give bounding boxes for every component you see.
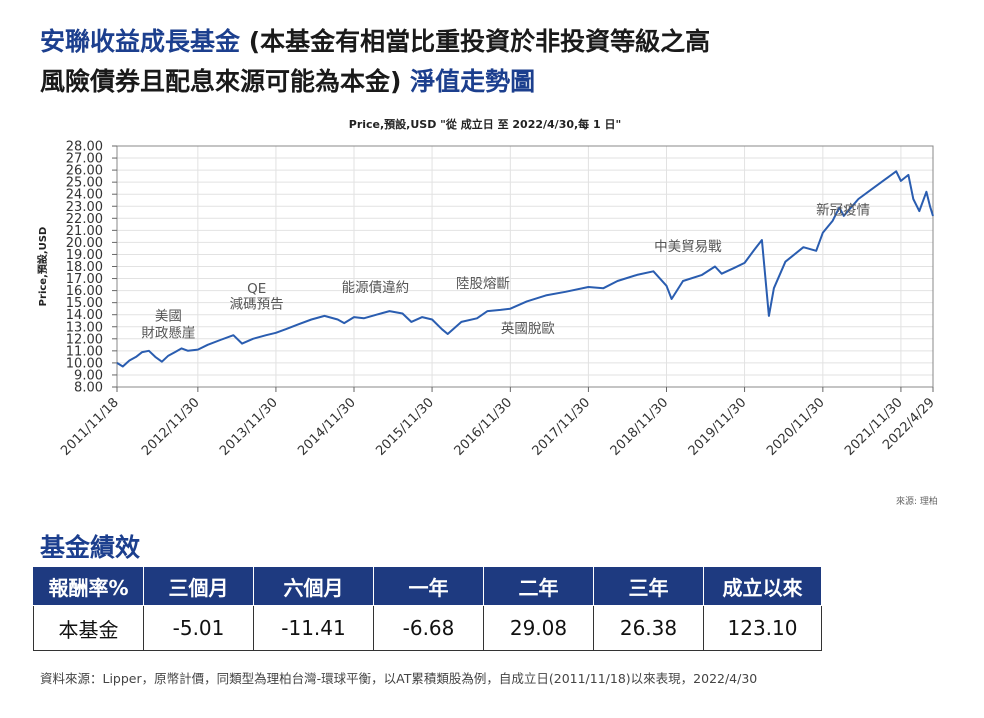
header-cell: 三年 — [593, 566, 704, 606]
table-header-row: 報酬率% 三個月 六個月 一年 二年 三年 成立以來 — [33, 566, 822, 606]
event-annotation: 能源債違約 — [342, 280, 410, 296]
x-axis-ticks: 2011/11/18 2012/11/30 2013/11/30 2014/11/30… — [58, 387, 938, 459]
y-tick-label: 23.00 — [66, 200, 103, 215]
performance-table: 報酬率% 三個月 六個月 一年 二年 三年 成立以來 本基金 -5.01 -11… — [33, 566, 822, 651]
y-tick-label: 14.00 — [66, 308, 103, 323]
event-annotation: 美國 — [155, 309, 182, 325]
header-cell: 成立以來 — [703, 566, 822, 606]
event-annotation: 陸股熔斷 — [456, 276, 510, 292]
x-tick-label: 2014/11/30 — [295, 395, 359, 459]
table-cell: -11.41 — [253, 605, 374, 651]
event-annotation: 中美貿易戰 — [654, 239, 722, 255]
table-cell: -6.68 — [373, 605, 484, 651]
y-tick-label: 25.00 — [66, 176, 103, 191]
y-axis-label: Price,預設,USD — [36, 227, 49, 307]
y-tick-label: 10.00 — [66, 356, 103, 371]
header-cell: 二年 — [483, 566, 594, 606]
y-tick-label: 8.00 — [74, 381, 103, 396]
chart-title-line-2: 風險債券且配息來源可能為本金) 淨值走勢圖 — [40, 62, 535, 98]
grid — [116, 145, 934, 388]
y-tick-label: 21.00 — [66, 224, 103, 239]
plot-title: Price,預設,USD "從 成立日 至 2022/4/30,每 1 日" — [349, 117, 621, 131]
title-suffix: 淨值走勢圖 — [410, 67, 536, 96]
event-annotation: 英國脫歐 — [501, 320, 555, 337]
header-cell: 報酬率% — [33, 566, 144, 606]
header-cell: 三個月 — [143, 566, 254, 606]
series-layer — [116, 170, 934, 368]
table-row: 本基金 -5.01 -11.41 -6.68 29.08 26.38 123.1… — [33, 605, 822, 651]
footnote: 資料來源：Lipper，原幣計價，同類型為理柏台灣-環球平衡，以AT累積類股為例… — [40, 671, 758, 686]
y-tick-label: 12.00 — [66, 332, 103, 347]
y-tick-label: 18.00 — [66, 260, 103, 275]
x-tick-label: 2019/11/30 — [686, 395, 750, 459]
table-cell: 29.08 — [483, 605, 594, 651]
header-cell: 一年 — [373, 566, 484, 606]
y-tick-label: 20.00 — [66, 236, 103, 251]
table-cell: 123.10 — [703, 605, 822, 651]
event-annotation: QE — [247, 281, 266, 297]
y-tick-label: 28.00 — [66, 140, 103, 155]
event-annotation: 減碼預告 — [230, 296, 284, 313]
table-cell: 26.38 — [593, 605, 704, 651]
x-tick-label: 2011/11/18 — [58, 395, 122, 459]
y-tick-label: 16.00 — [66, 284, 103, 299]
y-tick-label: 13.00 — [66, 320, 103, 335]
y-tick-label: 22.00 — [66, 212, 103, 227]
performance-section-title: 基金績效 — [40, 533, 141, 562]
y-tick-label: 24.00 — [66, 188, 103, 203]
nav-trend-chart: Price,預設,USD "從 成立日 至 2022/4/30,每 1 日" P… — [36, 117, 938, 459]
chart-title-line-1: 安聯收益成長基金 (本基金有相當比重投資於非投資等級之高 — [40, 22, 710, 58]
title-text-2: 風險債券且配息來源可能為本金) — [40, 67, 411, 96]
y-axis-ticks: 8.009.0010.0011.0012.0013.0014.0015.0016… — [66, 140, 117, 396]
x-tick-label: 2020/11/30 — [764, 395, 828, 459]
x-tick-label: 2013/11/30 — [217, 395, 281, 459]
row-label: 本基金 — [33, 605, 144, 651]
x-tick-label: 2015/11/30 — [373, 395, 437, 459]
y-tick-label: 17.00 — [66, 272, 103, 287]
fund-name: 安聯收益成長基金 — [40, 27, 241, 56]
nav-series-line — [116, 170, 934, 368]
y-tick-label: 15.00 — [66, 296, 103, 311]
header-cell: 六個月 — [253, 566, 374, 606]
y-tick-label: 27.00 — [66, 152, 103, 167]
x-tick-label: 2018/11/30 — [608, 395, 672, 459]
y-tick-label: 11.00 — [66, 344, 103, 359]
title-text-1: (本基金有相當比重投資於非投資等級之高 — [240, 27, 711, 56]
x-tick-label: 2012/11/30 — [139, 395, 203, 459]
y-tick-label: 26.00 — [66, 164, 103, 179]
x-tick-label: 2016/11/30 — [452, 395, 516, 459]
y-tick-label: 19.00 — [66, 248, 103, 263]
x-tick-label: 2017/11/30 — [530, 395, 594, 459]
table-cell: -5.01 — [143, 605, 254, 651]
y-tick-label: 9.00 — [74, 368, 103, 383]
source-note: 來源: 理柏 — [896, 497, 938, 507]
event-annotation: 新冠疫情 — [816, 203, 870, 219]
event-annotation: 財政懸崖 — [141, 326, 195, 342]
